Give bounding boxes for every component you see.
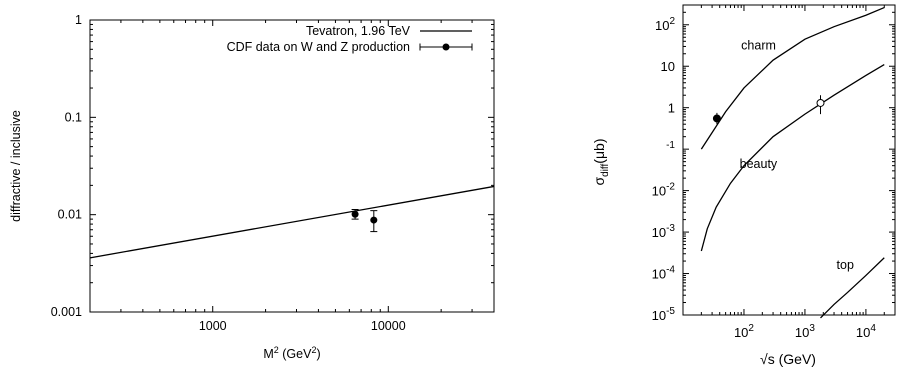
right-xtick-label: 102 <box>734 323 754 340</box>
right-xtick-label: 104 <box>856 323 876 340</box>
series-label-charm: charm <box>741 39 776 53</box>
series-curve-beauty <box>700 63 885 252</box>
left-xtick-label: 1000 <box>199 319 227 333</box>
legend-entry-tevatron: Tevatron, 1.96 TeV <box>306 24 411 38</box>
series-label-top: top <box>837 258 854 272</box>
left-x-axis-label: M2 (GeV2) <box>263 345 320 361</box>
left-y-axis-label: diffractive / inclusive <box>9 110 23 222</box>
left-ytick-label: 0.01 <box>58 208 82 222</box>
series-curve-top <box>820 257 885 319</box>
series-curve-charm <box>700 6 885 150</box>
left-ytick-label: 1 <box>75 13 82 27</box>
left-ytick-labels: 1 0.1 0.01 0.001 <box>51 13 82 319</box>
left-ytick-label: 0.1 <box>65 110 82 124</box>
left-chart: 1 0.1 0.01 0.001 1000 10000 M2 (GeV2) diffra… <box>9 13 495 361</box>
cdf-data-point <box>370 210 378 233</box>
left-ytick-label: 0.001 <box>51 305 82 319</box>
right-ytick-label: 10-5 <box>652 306 676 323</box>
legend-entry-cdf: CDF data on W and Z production <box>227 40 410 54</box>
right-ytick-label: 10-3 <box>652 223 676 240</box>
right-xtick-labels: 102 103 104 <box>734 323 876 340</box>
right-series-labels: charm beauty top <box>740 39 854 272</box>
right-ytick-label: 10 <box>661 59 675 74</box>
right-ytick-label: 10-4 <box>652 265 676 282</box>
series-line-tevatron <box>89 185 495 259</box>
right-ytick-labels: 102 10 1 -1 10-2 10-3 10-4 10-5 <box>652 16 676 323</box>
right-ytick-label: 102 <box>655 16 675 33</box>
right-xtick-label: 103 <box>795 323 815 340</box>
legend-swatch-errorbar <box>419 43 473 51</box>
right-ytick-label: 1 <box>668 101 675 116</box>
right-ytick-label: 10-2 <box>652 182 676 199</box>
right-plot-frame <box>682 4 896 316</box>
data-point-open <box>816 95 825 115</box>
data-point-filled <box>712 112 721 125</box>
series-label-beauty: beauty <box>740 157 778 171</box>
left-legend: Tevatron, 1.96 TeV CDF data on W and Z p… <box>227 24 473 54</box>
right-y-axis-label: σdiff(μb) <box>591 139 611 186</box>
left-xtick-labels: 1000 10000 <box>199 319 406 333</box>
cdf-data-point <box>351 209 359 220</box>
right-plot-area <box>682 4 896 319</box>
right-x-axis-label: √s (GeV) <box>760 351 816 367</box>
left-plot-frame <box>89 19 495 313</box>
left-plot-area <box>89 20 495 313</box>
right-ytick-label: -1 <box>666 140 675 151</box>
left-xtick-label: 10000 <box>371 319 406 333</box>
right-chart: 102 10 1 -1 10-2 10-3 10-4 10-5 102 103 104 charm… <box>591 4 896 367</box>
